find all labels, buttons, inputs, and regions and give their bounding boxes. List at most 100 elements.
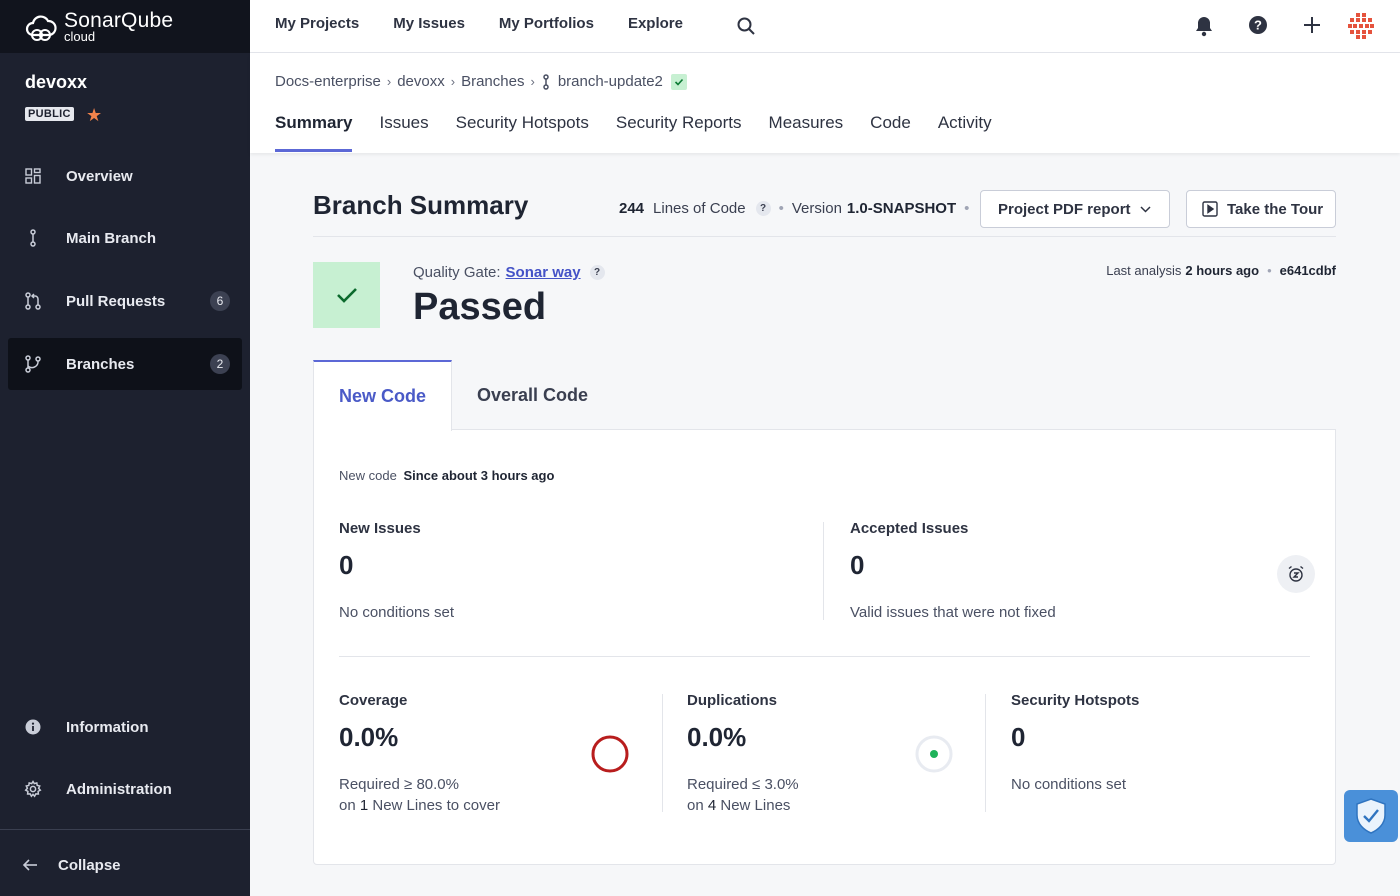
coverage-title: Coverage [339,692,408,709]
duplications-lines-count: 4 [707,797,717,814]
security-hotspots-title: Security Hotspots [1011,692,1140,709]
project-meta: 244 Lines of Code ? • Version 1.0-SNAPSH… [619,200,977,217]
project-name[interactable]: devoxx [25,72,88,92]
new-issues-title: New Issues [339,520,421,537]
gear-icon [8,780,58,798]
tab-issues[interactable]: Issues [379,113,429,132]
help-icon[interactable]: ? [589,265,605,280]
page-title: Branch Summary [313,190,529,220]
tab-overall-code[interactable]: Overall Code [477,384,589,405]
nav-explore[interactable]: Explore [627,15,683,32]
nav-my-projects[interactable]: My Projects [275,15,360,32]
sidebar-item-information[interactable]: Information [8,701,242,753]
check-icon [670,73,687,90]
project-tabs: Summary Issues Security Hotspots Securit… [275,113,992,152]
quality-gate-status: Passed [413,286,547,328]
tab-activity[interactable]: Activity [937,113,992,132]
bell-icon[interactable] [1194,15,1214,42]
sidebar-item-branches[interactable]: Branches 2 [8,338,242,390]
commit-hash: e641cdbf [1279,263,1336,278]
breadcrumb-org[interactable]: Docs-enterprise [275,73,381,90]
branch-line-icon [541,73,551,90]
breadcrumb-branch[interactable]: branch-update2 [557,73,663,90]
tab-code[interactable]: Code [870,113,911,132]
divider [985,694,986,812]
last-analysis-value: 2 hours ago [1185,263,1260,278]
avatar[interactable] [1348,13,1374,44]
sidebar: SonarQube cloud devoxx PUBLIC ★ Overview… [0,0,250,896]
new-code-label: New code [339,468,397,483]
star-icon[interactable]: ★ [86,105,103,125]
plus-icon[interactable] [1302,15,1322,40]
duplications-value[interactable]: 0.0% [687,722,747,752]
project-header: Docs-enterprise › devoxx › Branches › br… [250,53,1400,153]
sidebar-item-label: Information [66,718,149,736]
nav-my-issues[interactable]: My Issues [393,15,465,32]
branch-line-icon [8,229,58,247]
tab-security-reports[interactable]: Security Reports [615,113,742,132]
sidebar-item-overview[interactable]: Overview [8,150,242,202]
duplications-on: on [687,797,704,814]
top-nav: My Projects My Issues My Portfolios Expl… [275,15,683,32]
nav-my-portfolios[interactable]: My Portfolios [498,15,594,32]
tab-security-hotspots[interactable]: Security Hotspots [455,113,589,132]
security-hotspots-value[interactable]: 0 [1011,722,1026,752]
coverage-value[interactable]: 0.0% [339,722,399,752]
breadcrumb-project[interactable]: devoxx [397,73,445,90]
separator-dot: • [1267,263,1272,278]
accepted-issues-value[interactable]: 0 [850,550,865,580]
divider [339,656,1310,657]
loc-value: 244 [619,200,645,217]
help-icon[interactable]: ? [755,201,771,216]
tab-summary[interactable]: Summary [275,113,353,152]
branches-count: 2 [210,354,230,374]
divider [662,694,663,812]
collapse-button[interactable]: Collapse [0,848,250,882]
info-icon [8,719,58,735]
new-issues-sub: No conditions set [339,604,455,621]
play-icon [1202,201,1218,217]
tab-new-code[interactable]: New Code [313,360,453,431]
logo[interactable]: SonarQube cloud [0,0,250,53]
coverage-requirement: Required ≥ 80.0% [339,776,459,793]
new-code-value: Since about 3 hours ago [403,468,555,483]
sidebar-item-main-branch[interactable]: Main Branch [8,212,242,264]
coverage-donut [591,735,629,773]
sidebar-item-label: Administration [66,780,172,798]
sidebar-item-label: Overview [66,167,133,185]
version-value: 1.0-SNAPSHOT [846,200,957,217]
separator-dot: • [964,200,970,217]
new-code-period: New code Since about 3 hours ago [339,468,554,483]
project-pdf-report-button[interactable]: Project PDF report [980,190,1170,228]
duplications-title: Duplications [687,692,778,709]
breadcrumb-branches[interactable]: Branches [461,73,525,90]
duplications-lines-label: New Lines [720,797,791,814]
help-icon[interactable]: ? [1248,15,1268,40]
accepted-issues-button[interactable] [1277,555,1315,593]
logo-subtitle: cloud [64,29,96,44]
divider [823,522,824,620]
sidebar-item-pull-requests[interactable]: Pull Requests 6 [8,275,242,327]
quality-gate-link[interactable]: Sonar way [505,264,581,281]
duplications-lines: on 4 New Lines [687,795,790,816]
coverage-lines: on 1 New Lines to cover [339,795,500,816]
loc-label: Lines of Code [653,200,746,217]
tab-measures[interactable]: Measures [768,113,844,132]
security-hotspots-sub: No conditions set [1011,776,1127,793]
quality-gate-label: Quality Gate: Sonar way ? [413,264,605,281]
duplications-indicator [915,735,953,773]
version-label: Version [791,200,842,217]
grid-icon [8,168,58,184]
code-period-tabs: New Code Overall Code [313,360,613,431]
search-icon[interactable] [736,16,756,41]
security-shield-button[interactable] [1344,790,1398,842]
new-issues-value[interactable]: 0 [339,550,354,580]
branch-icon [8,355,58,373]
take-the-tour-button[interactable]: Take the Tour [1186,190,1336,228]
divider [313,236,1336,237]
sidebar-item-label: Main Branch [66,229,157,247]
collapse-label: Collapse [58,856,121,874]
pdf-button-label: Project PDF report [998,200,1131,218]
sidebar-item-administration[interactable]: Administration [8,763,242,815]
tour-button-label: Take the Tour [1227,200,1324,218]
